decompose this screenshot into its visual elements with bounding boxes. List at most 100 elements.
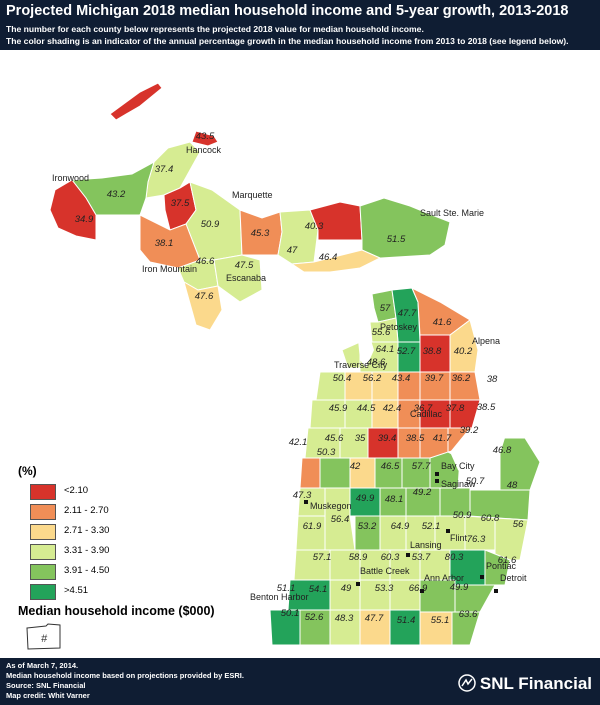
county-value-label: 49.9	[450, 582, 469, 593]
city-label: Alpena	[472, 336, 500, 346]
footer-source: Source: SNL Financial	[6, 681, 86, 690]
city-label: Hancock	[186, 145, 222, 155]
city-label: Ann Arbor	[424, 573, 464, 583]
grand-traverse-bay	[358, 330, 374, 368]
county-value-label: 56.2	[363, 373, 382, 384]
county-value-label: 39.2	[460, 425, 479, 436]
map-title: Projected Michigan 2018 median household…	[6, 3, 569, 19]
map-subtitle-1: The number for each county below represe…	[6, 24, 424, 34]
legend-label: 3.31 - 3.90	[64, 545, 110, 556]
legend-swatch	[30, 484, 56, 500]
city-label: Saginaw	[441, 479, 476, 489]
county-value-label: 49	[341, 583, 352, 594]
county-schoolcraft	[277, 209, 319, 265]
county-value-label: 43.4	[392, 373, 411, 384]
county-gogebic	[49, 179, 97, 241]
county-value-label: 51.5	[387, 234, 406, 245]
county-value-label: 39.4	[378, 433, 397, 444]
county-value-label: 43.2	[107, 189, 126, 200]
legend-swatch	[30, 544, 56, 560]
city-label: Ironwood	[52, 173, 89, 183]
footer: As of March 7, 2014. Median household in…	[0, 658, 600, 705]
county-value-label: 48	[507, 480, 518, 491]
county-value-label: 76.3	[467, 534, 486, 545]
county-value-label: 34.9	[75, 214, 94, 225]
legend-item: 2.71 - 3.30	[30, 524, 170, 541]
city-marker	[435, 479, 439, 483]
county-value-label: 38.5	[477, 402, 496, 413]
county-value-label: 38.8	[423, 346, 442, 357]
county-mackinac	[290, 249, 382, 273]
city-label: Petoskey	[380, 322, 418, 332]
county-value-label: 53.3	[375, 583, 394, 594]
county-value-label: 48.6	[367, 357, 386, 368]
legend-swatch	[30, 584, 56, 600]
county-value-label: 47	[287, 245, 298, 256]
county-newaygo	[319, 457, 351, 489]
county-value-label: 46.8	[493, 445, 512, 456]
county-value-label: 53.2	[358, 521, 377, 532]
county-shape-symbol: #	[41, 633, 48, 645]
saginaw-bay	[450, 425, 505, 482]
county-value-label: 52.1	[422, 521, 441, 532]
county-value-label: 49.2	[413, 487, 432, 498]
legend-title: (%)	[18, 464, 37, 478]
county-value-label: 50.1	[281, 608, 300, 619]
county-value-label: 56	[513, 519, 524, 530]
city-label: Detroit	[500, 573, 527, 583]
county-value-label: 47.6	[195, 291, 214, 302]
county-value-label: 55.1	[431, 615, 450, 626]
brand-name: SNL Financial	[479, 674, 592, 693]
county-leelanau	[341, 341, 361, 369]
legend-swatch	[30, 504, 56, 520]
city-label: Marquette	[232, 190, 273, 200]
county-value-label: 37.4	[155, 164, 174, 175]
county-value-label: 40.2	[454, 346, 473, 357]
footer-date: As of March 7, 2014.	[6, 661, 79, 670]
county-sanilac	[469, 489, 531, 521]
county-value-label: 64.9	[391, 521, 410, 532]
legend-swatch	[30, 524, 56, 540]
city-label: Iron Mountain	[142, 264, 197, 274]
county-value-label: 42.4	[383, 403, 402, 414]
city-marker	[420, 589, 424, 593]
county-value-label: 60.3	[381, 552, 400, 563]
county-value-label: 35	[355, 433, 366, 444]
county-value-label: 61.9	[303, 521, 322, 532]
legend-item: 3.31 - 3.90	[30, 544, 170, 561]
city-label: Muskegon	[310, 501, 352, 511]
county-value-label: 56.4	[331, 514, 350, 525]
county-value-label: 51.1	[277, 583, 296, 594]
legend-item: >4.51	[30, 584, 170, 601]
snl-logo-icon	[458, 674, 476, 692]
city-marker	[304, 500, 308, 504]
city-label: Cadillac	[410, 409, 443, 419]
county-isle-royale	[109, 82, 163, 121]
city-marker	[356, 582, 360, 586]
county-value-label: 50.9	[201, 219, 220, 230]
county-menominee	[183, 280, 223, 331]
county-value-label: 47.7	[365, 613, 384, 624]
city-label: Flint	[450, 533, 468, 543]
county-value-label: 48.3	[335, 613, 354, 624]
green-bay	[220, 302, 236, 342]
county-chippewa	[359, 197, 451, 259]
county-value-label: 60.8	[481, 513, 500, 524]
header-banner: Projected Michigan 2018 median household…	[0, 0, 600, 50]
legend-item: 3.91 - 4.50	[30, 564, 170, 581]
snl-financial-logo: SNL Financial	[458, 674, 592, 694]
city-label: Benton Harbor	[250, 592, 309, 602]
county-value-label: 64.1	[376, 344, 395, 355]
median-income-legend-title: Median household income ($000)	[18, 604, 215, 618]
legend-label: <2.10	[64, 485, 89, 496]
city-label: Escanaba	[226, 273, 266, 283]
county-value-label: 50.9	[453, 510, 472, 521]
legend-label: 2.71 - 3.30	[64, 525, 110, 536]
county-value-label: 37.5	[171, 198, 190, 209]
county-value-label: 52.7	[397, 346, 416, 357]
city-marker	[494, 589, 498, 593]
county-value-label: 53.7	[412, 552, 431, 563]
legend-label: >4.51	[64, 585, 89, 596]
city-label: Sault Ste. Marie	[420, 208, 484, 218]
county-shape-icon: #	[26, 623, 61, 650]
